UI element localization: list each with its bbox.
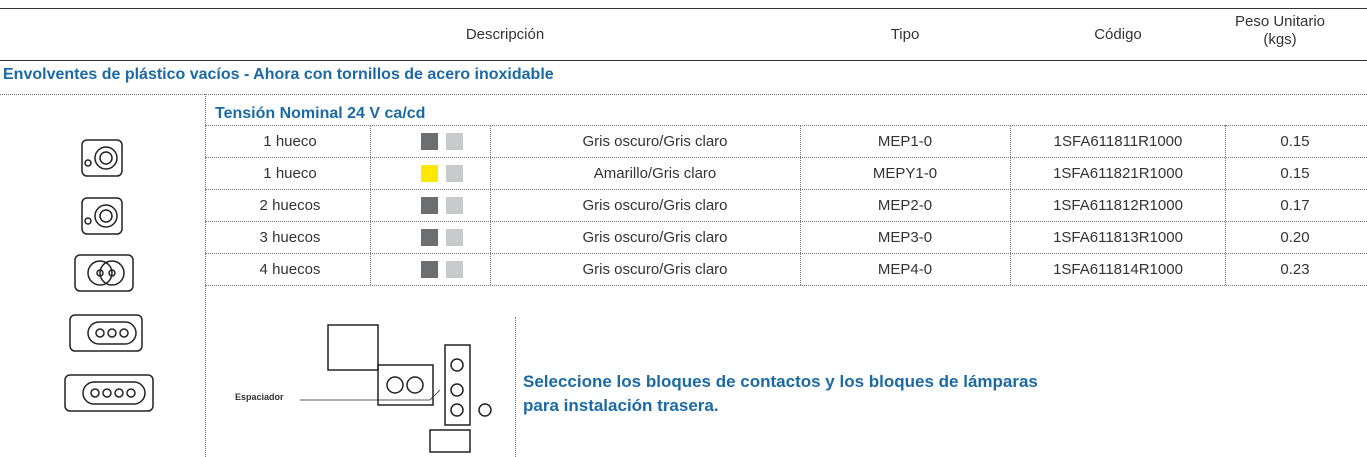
enclosure-icon (74, 254, 134, 292)
color-swatch (446, 165, 463, 182)
cell-type: MEP1-0 (877, 133, 933, 150)
color-swatch (421, 165, 438, 182)
row-divider (205, 189, 1367, 190)
diagram-label: Espaciador (235, 392, 284, 402)
row-divider (205, 285, 1367, 286)
cell-color: Gris oscuro/Gris claro (582, 133, 728, 150)
cell-weight: 0.23 (1280, 261, 1310, 278)
header-weight: Peso Unitario (1234, 13, 1326, 30)
row-divider (205, 253, 1367, 254)
color-swatch (446, 197, 463, 214)
note-line: Seleccione los bloques de contactos y lo… (523, 372, 1038, 391)
cell-type: MEP4-0 (877, 261, 933, 278)
cell-holes: 1 hueco (263, 133, 317, 150)
header-type: Tipo (890, 26, 920, 43)
divider (0, 94, 1367, 95)
enclosure-icon (64, 374, 154, 412)
color-swatch (421, 133, 438, 150)
enclosure-icon (69, 314, 143, 352)
cell-holes: 2 huecos (259, 197, 321, 214)
cell-code: 1SFA611811R1000 (1053, 133, 1183, 150)
header-top-line (0, 8, 1367, 9)
note-line: para instalación trasera. (523, 396, 719, 415)
column-divider (800, 125, 801, 285)
cell-holes: 1 hueco (263, 165, 317, 182)
cell-weight: 0.15 (1280, 133, 1310, 150)
divider (205, 94, 206, 457)
column-divider (1225, 125, 1226, 285)
cell-type: MEP2-0 (877, 197, 933, 214)
cell-weight: 0.15 (1280, 165, 1310, 182)
cell-code: 1SFA611814R1000 (1053, 261, 1183, 278)
color-swatch (421, 197, 438, 214)
cell-color: Amarillo/Gris claro (593, 165, 717, 182)
color-swatch (446, 229, 463, 246)
color-swatch (446, 133, 463, 150)
cell-type: MEPY1-0 (872, 165, 938, 182)
cell-weight: 0.17 (1280, 197, 1310, 214)
cell-holes: 3 huecos (259, 229, 321, 246)
row-divider (205, 157, 1367, 158)
mounting-diagram (300, 324, 492, 453)
column-divider (490, 125, 491, 285)
enclosure-icon (81, 197, 123, 235)
header-weight-unit: (kgs) (1263, 31, 1297, 48)
cell-code: 1SFA611821R1000 (1053, 165, 1183, 182)
column-divider (1010, 125, 1011, 285)
color-swatch (421, 261, 438, 278)
column-divider (370, 125, 371, 285)
cell-weight: 0.20 (1280, 229, 1310, 246)
header-code: Código (1094, 26, 1142, 43)
row-divider (205, 221, 1367, 222)
section-title: Envolventes de plástico vacíos - Ahora c… (3, 66, 554, 83)
cell-color: Gris oscuro/Gris claro (582, 261, 728, 278)
cell-color: Gris oscuro/Gris claro (582, 229, 728, 246)
divider (515, 317, 516, 457)
cell-color: Gris oscuro/Gris claro (582, 197, 728, 214)
cell-code: 1SFA611812R1000 (1053, 197, 1183, 214)
header-description: Descripción (465, 26, 545, 43)
cell-holes: 4 huecos (259, 261, 321, 278)
color-swatch (446, 261, 463, 278)
row-divider (205, 125, 1367, 126)
color-swatch (421, 229, 438, 246)
cell-code: 1SFA611813R1000 (1053, 229, 1183, 246)
header-bottom-line (0, 60, 1367, 61)
cell-type: MEP3-0 (877, 229, 933, 246)
subsection-title: Tensión Nominal 24 V ca/cd (215, 105, 426, 122)
enclosure-icon (81, 139, 123, 177)
